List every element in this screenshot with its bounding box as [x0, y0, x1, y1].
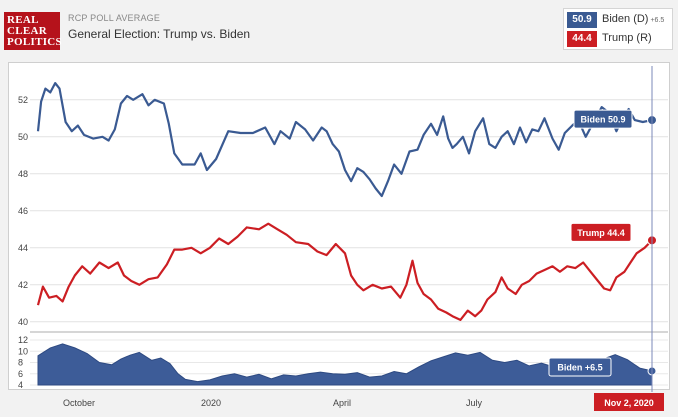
legend-name-biden: Biden (D) +6.5	[602, 13, 664, 25]
legend-name-trump: Trump (R)	[602, 32, 652, 44]
y-tick-50: 50	[18, 132, 28, 142]
grid-lines	[30, 99, 668, 386]
y-tick-48: 48	[18, 169, 28, 179]
y-tick-46: 46	[18, 206, 28, 216]
x-tick-3: July	[466, 398, 483, 408]
logo-line-1: Real	[7, 14, 39, 26]
logo-line-2: Clear	[7, 25, 48, 37]
date-badge-text: Nov 2, 2020	[604, 398, 654, 408]
series-line-biden	[36, 82, 653, 198]
legend-spread-biden: +6.5	[650, 17, 665, 24]
spread-tooltip-text: Biden +6.5	[557, 362, 602, 372]
spread-tick-6: 6	[18, 369, 23, 379]
logo-line-3: Politics	[7, 36, 62, 48]
series-lines	[36, 82, 657, 321]
spread-tick-4: 4	[18, 380, 23, 390]
legend-item-trump[interactable]: 44.4 Trump (R)	[567, 31, 671, 47]
legend-label-biden: Biden (D)	[602, 13, 649, 25]
chart-header: Real Clear Politics RCP POLL AVERAGE Gen…	[0, 0, 678, 58]
chart-title: General Election: Trump vs. Biden	[68, 27, 251, 41]
spread-tick-8: 8	[18, 358, 23, 368]
trump-tooltip-box	[570, 222, 632, 242]
legend-item-biden[interactable]: 50.9 Biden (D) +6.5	[567, 12, 671, 28]
legend-value-trump: 44.4	[567, 31, 597, 47]
trump-tooltip: Trump 44.4	[570, 222, 632, 242]
x-tick-labels: October 2020 April July Nov 2, 2020	[63, 393, 664, 411]
x-tick-2: April	[333, 398, 351, 408]
legend: 50.9 Biden (D) +6.5 44.4 Trump (R)	[563, 8, 673, 50]
legend-label-trump: Trump (R)	[602, 32, 652, 44]
date-badge-box	[594, 393, 664, 411]
y-tick-40: 40	[18, 317, 28, 327]
series-line-trump	[36, 222, 653, 321]
y-tick-52: 52	[18, 95, 28, 105]
x-tick-0: October	[63, 398, 95, 408]
trump-tooltip-text: Trump 44.4	[577, 228, 625, 238]
biden-tooltip-box	[573, 109, 633, 129]
legend-value-biden: 50.9	[567, 12, 597, 28]
spread-tick-12: 12	[18, 335, 28, 345]
biden-tooltip: Biden 50.9	[573, 109, 633, 129]
x-tick-1: 2020	[201, 398, 221, 408]
rcp-logo[interactable]: Real Clear Politics	[4, 12, 62, 50]
spread-tick-10: 10	[18, 346, 28, 356]
y-tick-42: 42	[18, 280, 28, 290]
spread-tooltip: Biden +6.5	[548, 357, 612, 377]
tooltips: Biden 50.9 Trump 44.4 Biden +6.5	[548, 109, 633, 377]
biden-tooltip-text: Biden 50.9	[580, 115, 625, 125]
poll-average-label: RCP POLL AVERAGE	[68, 13, 161, 23]
y-tick-labels: 40 42 44 46 48 50 52	[18, 95, 28, 327]
y-tick-44: 44	[18, 243, 28, 253]
date-badge: Nov 2, 2020	[594, 393, 664, 411]
spread-tooltip-box	[548, 357, 612, 377]
